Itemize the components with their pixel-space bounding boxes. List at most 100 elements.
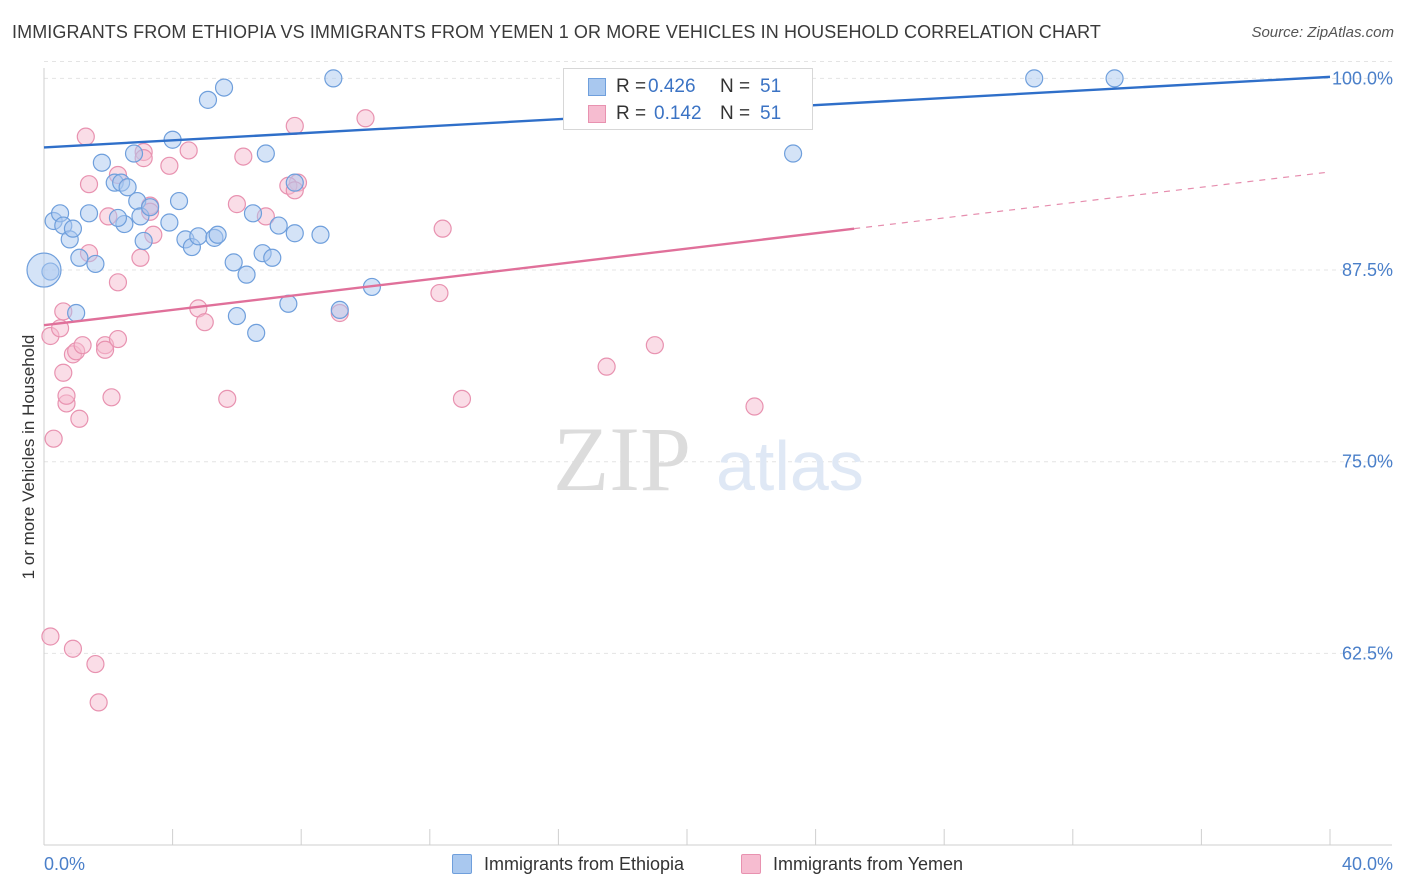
legend-n-label: N = bbox=[720, 103, 751, 124]
yemen-point bbox=[227, 195, 246, 214]
ethiopia-point bbox=[160, 213, 179, 232]
yemen-point bbox=[179, 141, 198, 160]
ethiopia-point bbox=[198, 90, 218, 109]
yemen-n-value: 51 bbox=[760, 103, 782, 124]
ethiopia-point bbox=[256, 144, 275, 163]
legend-r-label: R = bbox=[616, 103, 647, 124]
ethiopia-point bbox=[269, 216, 288, 235]
series-ethiopia-points bbox=[26, 69, 1124, 343]
yemen-point bbox=[234, 147, 253, 166]
yemen-point bbox=[195, 313, 214, 332]
yemen-trend-line bbox=[43, 227, 855, 327]
ethiopia-point bbox=[243, 204, 263, 223]
ethiopia-point bbox=[70, 248, 89, 267]
x-tick-label: 40.0% bbox=[1342, 854, 1393, 874]
y-tick-label: 87.5% bbox=[1342, 260, 1393, 280]
yemen-swatch bbox=[588, 105, 606, 123]
chart-title: IMMIGRANTS FROM ETHIOPIA VS IMMIGRANTS F… bbox=[12, 22, 1102, 42]
ethiopia-point bbox=[134, 231, 153, 251]
ethiopia-point bbox=[140, 198, 160, 217]
yemen-point bbox=[79, 175, 99, 194]
yemen-point bbox=[160, 156, 179, 175]
x-tick-label: 0.0% bbox=[44, 854, 85, 874]
yemen-r-value: 0.142 bbox=[654, 103, 702, 124]
source-credit: Source: ZipAtlas.com bbox=[1251, 24, 1394, 41]
yemen-point bbox=[433, 219, 452, 238]
y-tick-label: 100.0% bbox=[1332, 68, 1393, 88]
ethiopia-point bbox=[247, 323, 266, 343]
watermark: ZIP atlas bbox=[553, 408, 864, 510]
yemen-point bbox=[218, 389, 237, 408]
ethiopia-point bbox=[1025, 69, 1044, 88]
yemen-point bbox=[745, 397, 764, 416]
legend-row-yemen: R = 0.142 N = 51 bbox=[588, 102, 781, 126]
yemen-point bbox=[44, 429, 63, 448]
yemen-legend-label: Immigrants from Yemen bbox=[773, 853, 964, 874]
bottom-legend-yemen: Immigrants from Yemen bbox=[741, 852, 963, 876]
ethiopia-point bbox=[237, 265, 256, 284]
ethiopia-point bbox=[86, 254, 105, 274]
yemen-trend-line-extension bbox=[854, 171, 1331, 230]
bottom-legend-ethiopia: Immigrants from Ethiopia bbox=[452, 852, 684, 876]
yemen-point bbox=[73, 336, 92, 355]
ethiopia-point bbox=[124, 144, 144, 163]
yemen-point bbox=[86, 654, 105, 674]
ethiopia-point bbox=[330, 300, 349, 320]
yemen-point bbox=[645, 336, 664, 355]
legend-r-label: R = bbox=[616, 76, 647, 97]
ethiopia-point bbox=[311, 225, 330, 244]
watermark-zip: ZIP bbox=[553, 408, 691, 510]
yemen-point bbox=[452, 389, 472, 408]
legend-n-label: N = bbox=[720, 76, 751, 97]
yemen-point bbox=[285, 116, 304, 136]
ethiopia-point bbox=[79, 204, 99, 223]
ethiopia-point bbox=[285, 173, 304, 192]
yemen-point bbox=[95, 340, 115, 359]
correlation-legend: R = 0.426 N = 51 R = 0.142 N = 51 bbox=[563, 68, 813, 130]
axes bbox=[43, 68, 1392, 846]
ethiopia-point bbox=[189, 227, 208, 246]
ethiopia-point bbox=[92, 153, 111, 172]
ethiopia-point bbox=[118, 178, 137, 197]
yemen-point bbox=[63, 639, 83, 658]
ethiopia-point bbox=[227, 306, 246, 326]
ethiopia-point bbox=[285, 224, 304, 243]
yemen-point bbox=[356, 109, 375, 128]
y-tick-label: 75.0% bbox=[1342, 452, 1393, 472]
ethiopia-point bbox=[108, 208, 128, 228]
y-tick-label: 62.5% bbox=[1342, 643, 1393, 663]
yemen-point bbox=[102, 388, 121, 407]
yemen-point bbox=[131, 248, 150, 267]
yemen-point bbox=[70, 409, 89, 428]
watermark-atlas: atlas bbox=[716, 427, 864, 505]
ethiopia-point bbox=[208, 225, 227, 244]
ethiopia-point bbox=[1105, 69, 1124, 88]
yemen-legend-swatch bbox=[741, 854, 761, 874]
ethiopia-point bbox=[324, 69, 343, 88]
yemen-point bbox=[597, 357, 616, 376]
ethiopia-point bbox=[224, 253, 243, 272]
ethiopia-r-value: 0.426 bbox=[648, 76, 696, 97]
yemen-point bbox=[57, 386, 76, 405]
ethiopia-point bbox=[26, 252, 62, 288]
yemen-point bbox=[54, 363, 73, 382]
ethiopia-swatch bbox=[588, 78, 606, 96]
ethiopia-point bbox=[783, 144, 803, 163]
tick-labels: 100.0% 87.5% 75.0% 62.5% 0.0% 40.0% bbox=[44, 68, 1393, 874]
legend-row-ethiopia: R = 0.426 N = 51 bbox=[588, 75, 781, 99]
ethiopia-point bbox=[263, 248, 282, 267]
yemen-point bbox=[108, 329, 128, 349]
ethiopia-n-value: 51 bbox=[760, 76, 782, 97]
yemen-point bbox=[108, 273, 128, 292]
yemen-point bbox=[41, 627, 60, 646]
yemen-point bbox=[89, 693, 108, 712]
ethiopia-point bbox=[214, 78, 234, 97]
yemen-point bbox=[76, 127, 95, 146]
ethiopia-legend-swatch bbox=[452, 854, 472, 874]
ethiopia-point bbox=[63, 219, 83, 238]
ethiopia-point bbox=[67, 303, 86, 323]
ethiopia-legend-label: Immigrants from Ethiopia bbox=[484, 853, 685, 874]
ethiopia-point bbox=[169, 191, 189, 211]
yemen-point bbox=[430, 283, 449, 303]
